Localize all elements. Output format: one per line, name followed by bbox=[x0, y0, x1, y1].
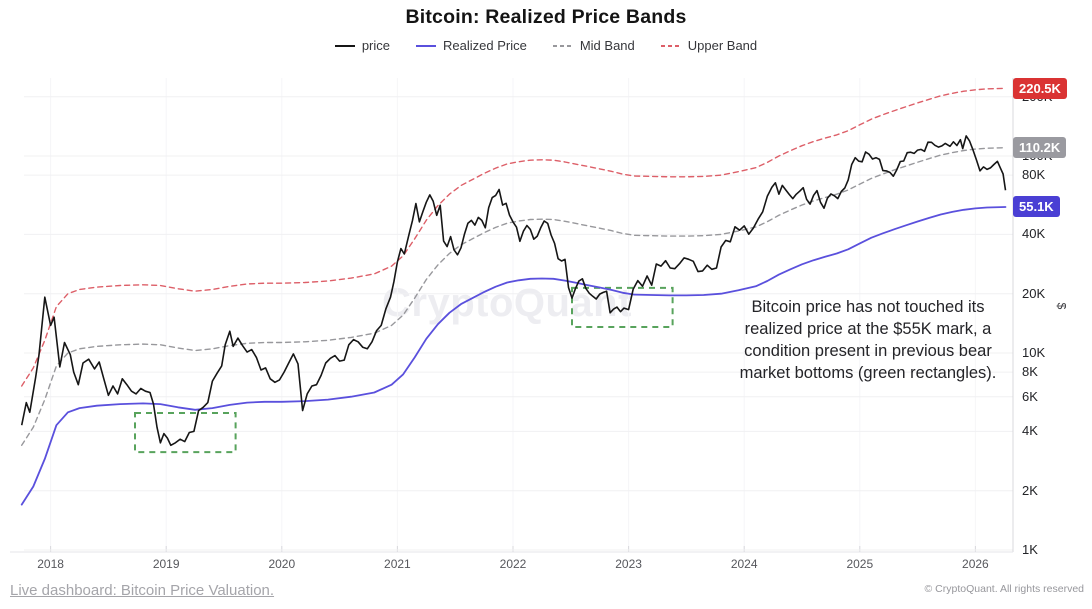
legend-label: Mid Band bbox=[579, 38, 635, 53]
mid-band-legend-swatch-icon bbox=[552, 44, 573, 47]
annotation-line: realized price at the $55K mark, a bbox=[744, 320, 992, 338]
realized-price-legend-swatch-icon bbox=[416, 44, 437, 47]
y-tick-label: 2K bbox=[1022, 482, 1038, 498]
upper-band-line bbox=[21, 87, 1007, 387]
bear-bottom-rect bbox=[571, 286, 674, 328]
page-title: Bitcoin: Realized Price Bands bbox=[405, 6, 687, 28]
annotation-line: Bitcoin price has not touched its bbox=[751, 298, 985, 316]
y-tick-label: 1K bbox=[1022, 542, 1038, 557]
live-dashboard-link[interactable]: Live dashboard: Bitcoin Price Valuation. bbox=[10, 582, 275, 599]
current-value-badge-realized-price: 55.1K bbox=[1013, 196, 1060, 218]
annotation-line: market bottoms (green rectangles). bbox=[739, 364, 997, 382]
y-axis-unit-label: $ bbox=[1054, 302, 1069, 310]
x-tick-label: 2026 bbox=[962, 557, 989, 571]
price-legend-swatch-icon bbox=[334, 44, 355, 47]
current-value-badge-mid-band: 110.2K bbox=[1013, 137, 1067, 159]
legend-item-realized-price[interactable]: Realized Price bbox=[416, 38, 527, 53]
price-line bbox=[20, 135, 1007, 447]
legend-label: Upper Band bbox=[687, 38, 758, 53]
realized-price-line bbox=[20, 206, 1007, 506]
bear-bottom-rect bbox=[134, 412, 237, 454]
y-tick-label: 4K bbox=[1022, 423, 1038, 439]
y-tick-label: 8K bbox=[1022, 364, 1038, 380]
y-tick-label: 40K bbox=[1022, 226, 1046, 242]
x-tick-label: 2023 bbox=[615, 557, 642, 571]
y-tick-label: 10K bbox=[1022, 345, 1046, 360]
legend-label: Realized Price bbox=[443, 38, 527, 53]
legend-item-price[interactable]: price bbox=[334, 38, 391, 53]
y-tick-label: 80K bbox=[1022, 167, 1046, 183]
annotation-text: Bitcoin price has not touched its realize… bbox=[726, 296, 1010, 384]
current-value-badge-upper-band: 220.5K bbox=[1013, 77, 1067, 99]
x-tick-label: 2025 bbox=[846, 557, 874, 571]
watermark: CryptoQuant bbox=[382, 281, 632, 325]
legend-item-mid-band[interactable]: Mid Band bbox=[552, 38, 635, 53]
copyright-text: © CryptoQuant. All rights reserved bbox=[924, 583, 1084, 595]
upper-band-legend-swatch-icon bbox=[660, 44, 681, 47]
annotation-line: condition present in previous bear bbox=[744, 342, 992, 360]
chart-legend: price Realized Price Mid Band Upper Band bbox=[0, 38, 1092, 53]
x-tick-label: 2022 bbox=[499, 557, 527, 571]
mid-band-line bbox=[21, 146, 1007, 446]
legend-item-upper-band[interactable]: Upper Band bbox=[660, 38, 758, 53]
legend-label: price bbox=[361, 38, 391, 53]
x-tick-label: 2019 bbox=[152, 557, 180, 571]
x-tick-label: 2024 bbox=[730, 557, 758, 571]
x-tick-label: 2018 bbox=[37, 557, 64, 571]
x-tick-label: 2020 bbox=[268, 557, 296, 571]
x-tick-label: 2021 bbox=[384, 557, 411, 571]
y-tick-label: 20K bbox=[1022, 285, 1046, 301]
y-tick-label: 6K bbox=[1022, 388, 1038, 404]
